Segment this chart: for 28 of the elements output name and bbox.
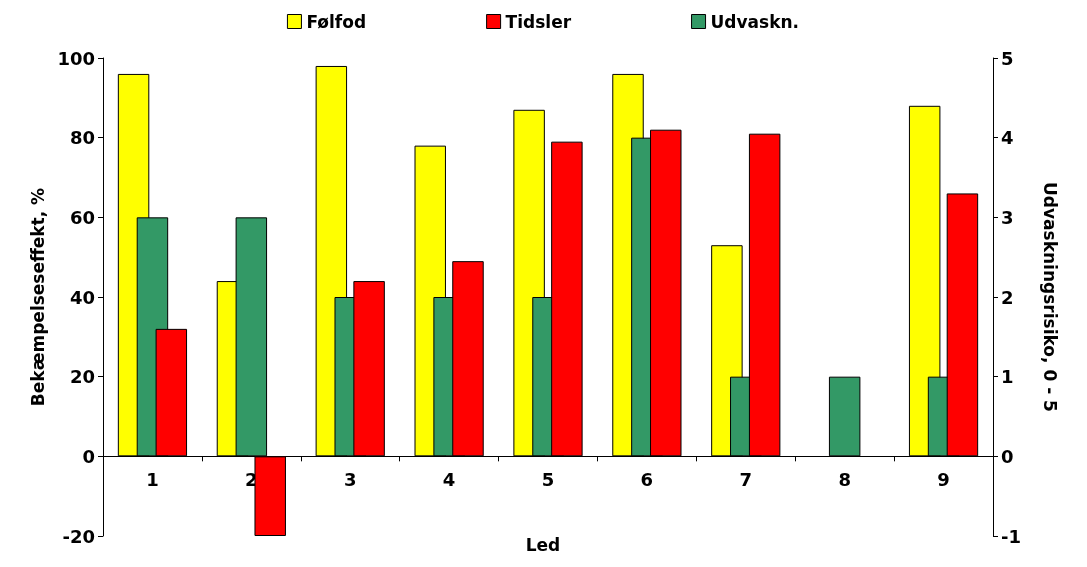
x-tick-label: 5: [541, 468, 555, 490]
legend-label: Udvaskn.: [710, 11, 800, 32]
x-tick-label: 3: [343, 468, 357, 490]
legend-label: Tidsler: [505, 11, 572, 32]
x-tick-label: 6: [640, 468, 654, 490]
legend-label: Følfod: [306, 11, 367, 32]
y2-tick-label: 3: [1001, 206, 1014, 228]
y-axis-title: Bekæmpelseseffekt, %: [28, 187, 49, 407]
y2-tick-label: 1: [1001, 366, 1014, 388]
y-tick-label: -20: [62, 525, 95, 547]
x-axis-title: Led: [525, 534, 561, 555]
y-tick-label: 0: [82, 445, 95, 467]
y-tick-label: 100: [57, 47, 95, 69]
y2-tick-label: 4: [1001, 127, 1014, 149]
y2-tick-label: 2: [1001, 286, 1014, 308]
y2-axis-title: Udvaskningsrisiko, 0 - 5: [1039, 182, 1060, 412]
y2-tick-label: -1: [1001, 525, 1021, 547]
x-tick-label: 9: [937, 468, 950, 490]
y2-tick-label: 0: [1001, 445, 1014, 467]
y-tick-label: 60: [69, 206, 95, 228]
y-tick-label: 40: [69, 286, 95, 308]
y-tick-label: 20: [69, 366, 95, 388]
x-tick-label: 4: [442, 468, 456, 490]
x-tick-label: 8: [838, 468, 851, 490]
y2-tick-label: 5: [1001, 47, 1014, 69]
y-tick-label: 80: [69, 127, 95, 149]
x-tick-label: 1: [146, 468, 159, 490]
x-tick-label: 7: [739, 468, 753, 490]
